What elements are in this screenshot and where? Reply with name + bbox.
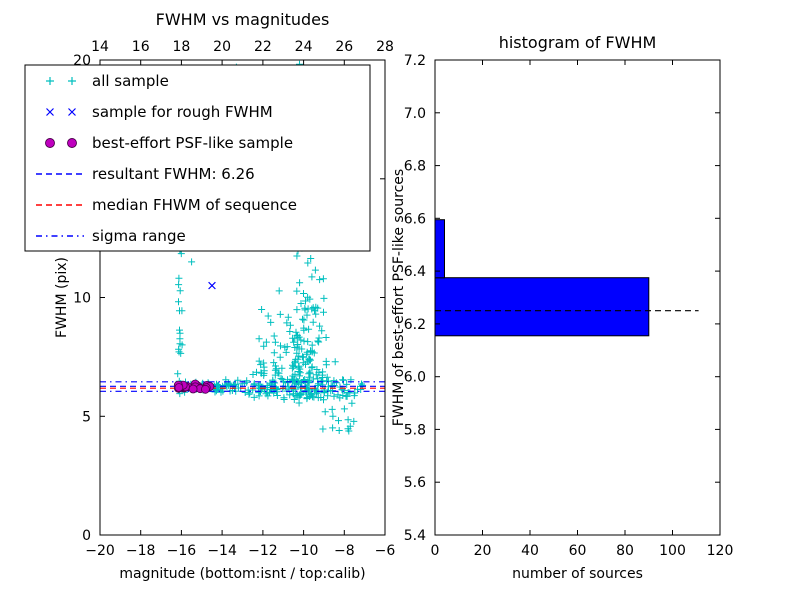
histogram-bar bbox=[434, 277, 650, 337]
x-tick-label: −10 bbox=[289, 543, 319, 559]
left-x-axis-label: magnitude (bottom:isnt / top:calib) bbox=[119, 566, 365, 582]
x-tick-label: 100 bbox=[659, 543, 686, 559]
y-tick-label: 5.4 bbox=[404, 528, 426, 544]
legend-label: median FHWM of sequence bbox=[92, 196, 297, 214]
circle-marker-sample bbox=[45, 138, 55, 148]
legend-label: sample for rough FWHM bbox=[92, 103, 273, 121]
right-x-axis-label: number of sources bbox=[512, 566, 643, 582]
y-tick-label: 6.6 bbox=[404, 211, 426, 227]
x-tick-label: 120 bbox=[707, 543, 734, 559]
right-y-axis-label: FWHM of best-effort PSF-like sources bbox=[391, 169, 407, 426]
x-top-tick-label: 14 bbox=[91, 39, 109, 55]
left-y-axis-label: FWHM (pix) bbox=[54, 257, 70, 338]
psf-like-point bbox=[188, 384, 198, 394]
y-tick-label: 7.0 bbox=[404, 106, 426, 122]
x-tick-label: −8 bbox=[334, 543, 355, 559]
legend-label: sigma range bbox=[92, 227, 186, 245]
x-tick-label: −16 bbox=[167, 543, 197, 559]
legend-label: resultant FWHM: 6.26 bbox=[92, 165, 255, 183]
psf-like-point bbox=[200, 384, 210, 394]
x-top-tick-label: 20 bbox=[213, 39, 231, 55]
x-tick-label: −14 bbox=[207, 543, 237, 559]
y-tick-label: 5.8 bbox=[404, 422, 426, 438]
x-tick-label: 80 bbox=[616, 543, 634, 559]
x-tick-label: 0 bbox=[431, 543, 440, 559]
x-marker-sample bbox=[46, 108, 76, 116]
x-tick-label: 40 bbox=[521, 543, 539, 559]
x-top-tick-label: 24 bbox=[295, 39, 313, 55]
y-tick-label: 10 bbox=[73, 291, 91, 307]
y-tick-label: 6.4 bbox=[404, 264, 426, 280]
legend: all sample sample for rough FWHM best-effo… bbox=[24, 64, 371, 252]
left-chart-title: FWHM vs magnitudes bbox=[156, 10, 330, 29]
y-tick-label: 7.2 bbox=[404, 53, 426, 69]
x-tick-label: 20 bbox=[474, 543, 492, 559]
y-tick-label: 6.8 bbox=[404, 159, 426, 175]
y-tick-label: 6.2 bbox=[404, 317, 426, 333]
x-tick-label: 60 bbox=[569, 543, 587, 559]
x-top-tick-label: 18 bbox=[172, 39, 190, 55]
x-top-tick-label: 16 bbox=[132, 39, 150, 55]
y-tick-label: 6.0 bbox=[404, 370, 426, 386]
x-tick-label: −6 bbox=[375, 543, 396, 559]
psf-like-point bbox=[174, 383, 184, 392]
y-tick-label: 5.6 bbox=[404, 475, 426, 491]
x-top-tick-label: 22 bbox=[254, 39, 272, 55]
y-tick-label: 0 bbox=[82, 528, 91, 544]
rough-fwhm-points bbox=[208, 281, 216, 290]
circle-marker-sample bbox=[67, 138, 77, 148]
legend-label: best-effort PSF-like sample bbox=[92, 134, 293, 152]
x-top-tick-label: 26 bbox=[335, 39, 353, 55]
legend-label: all sample bbox=[92, 72, 169, 90]
x-tick-label: −20 bbox=[85, 543, 115, 559]
histogram-bar bbox=[434, 219, 445, 279]
x-top-tick-label: 28 bbox=[376, 39, 394, 55]
right-chart-title: histogram of FWHM bbox=[499, 33, 657, 52]
x-tick-label: −18 bbox=[126, 543, 156, 559]
x-tick-label: −12 bbox=[248, 543, 278, 559]
y-tick-label: 5 bbox=[82, 409, 91, 425]
legend-box bbox=[24, 64, 371, 252]
scatter-plot-area bbox=[100, 60, 385, 435]
plus-marker-sample bbox=[46, 77, 76, 85]
